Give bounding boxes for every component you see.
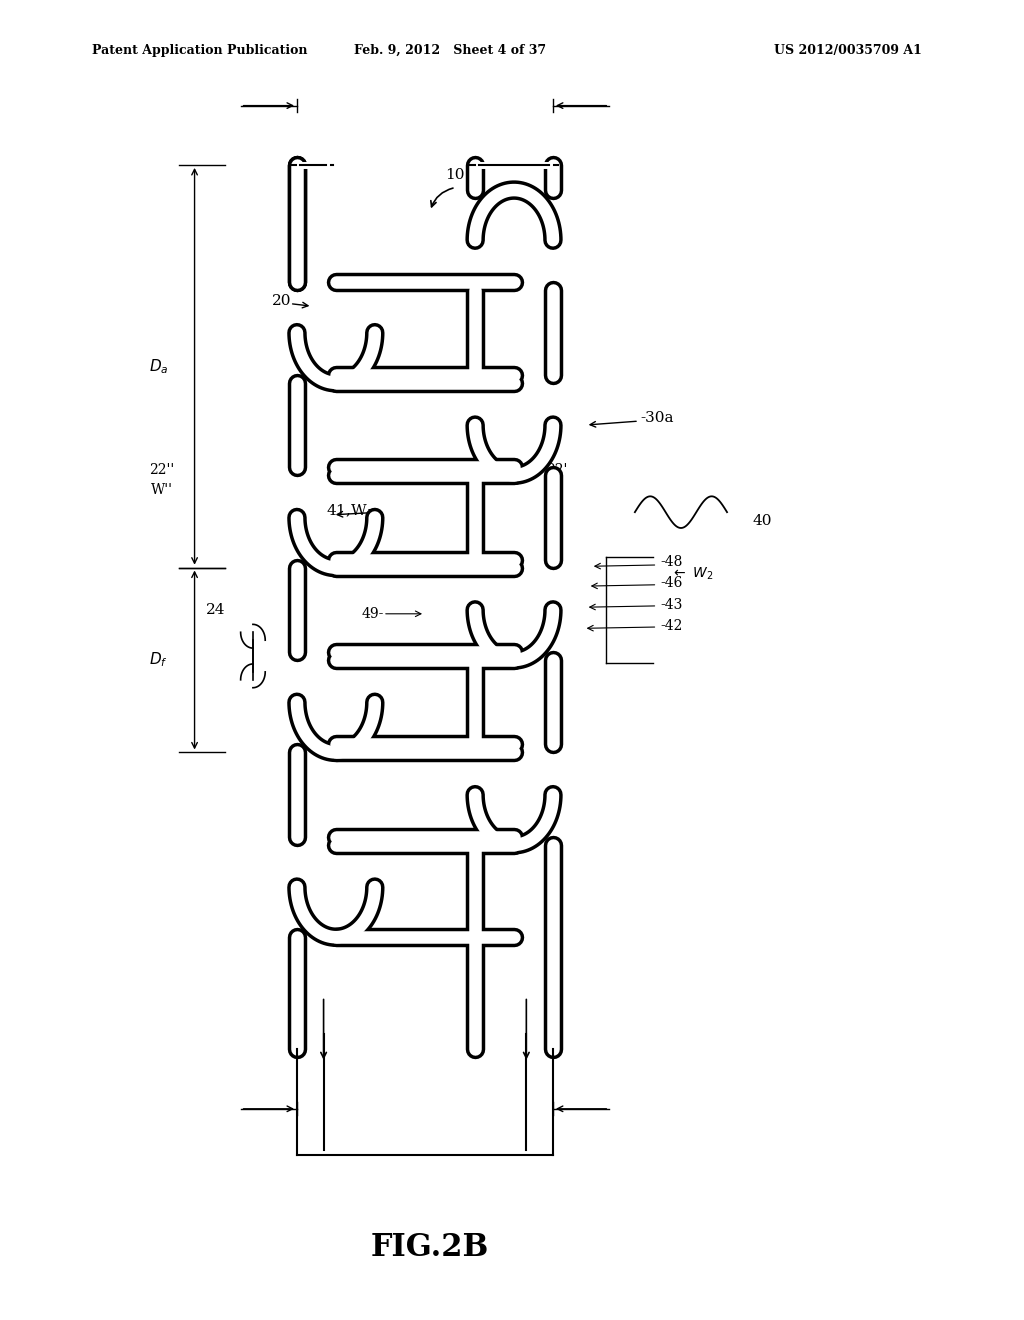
Text: 40: 40 [753, 515, 772, 528]
Text: 10: 10 [445, 168, 465, 182]
Text: Patent Application Publication: Patent Application Publication [92, 44, 307, 57]
Text: $\leftarrow$ $W_2$: $\leftarrow$ $W_2$ [671, 566, 713, 582]
Text: 24: 24 [206, 603, 225, 616]
Text: -42: -42 [660, 619, 683, 632]
Text: FIG.2B: FIG.2B [371, 1232, 489, 1263]
Text: W'': W'' [151, 483, 173, 496]
Text: -43: -43 [660, 598, 683, 611]
Text: -46: -46 [660, 577, 683, 590]
Text: -48: -48 [660, 556, 683, 569]
Text: G: G [393, 554, 406, 568]
Text: US 2012/0035709 A1: US 2012/0035709 A1 [774, 44, 922, 57]
Text: $D_a$: $D_a$ [148, 356, 169, 376]
Text: $D_f$: $D_f$ [150, 651, 168, 669]
Text: -30a: -30a [640, 412, 674, 425]
Text: W': W' [546, 483, 564, 496]
Text: 49-: 49- [361, 607, 384, 620]
Text: 41,W$_1$: 41,W$_1$ [326, 502, 374, 520]
Text: 22': 22' [546, 463, 567, 477]
Text: Feb. 9, 2012   Sheet 4 of 37: Feb. 9, 2012 Sheet 4 of 37 [354, 44, 547, 57]
Text: 20: 20 [272, 294, 292, 308]
Text: 22'': 22'' [150, 463, 174, 477]
